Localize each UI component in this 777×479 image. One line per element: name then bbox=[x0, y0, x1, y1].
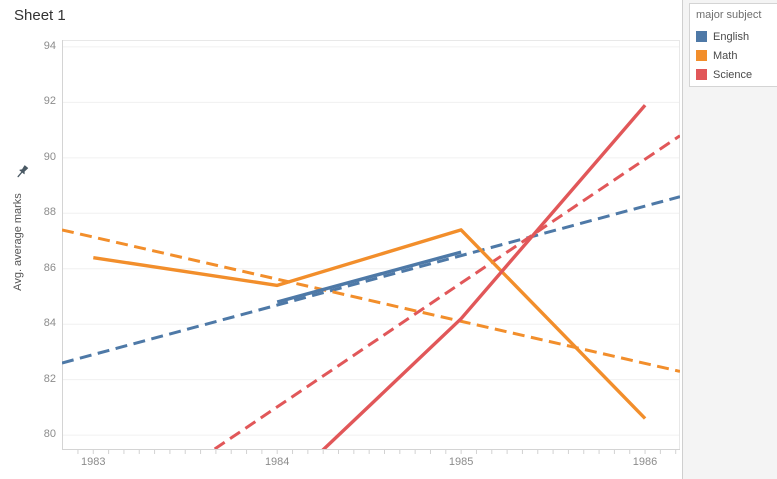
series-line-english[interactable] bbox=[276, 250, 462, 304]
legend-item-science[interactable]: Science bbox=[696, 65, 777, 84]
y-tick-label: 90 bbox=[43, 150, 56, 163]
legend-item-label: Math bbox=[713, 49, 738, 62]
series-line-math[interactable] bbox=[93, 228, 647, 420]
legend-color-chip bbox=[696, 69, 707, 80]
legend-color-chip bbox=[696, 50, 707, 61]
x-tick-label: 1984 bbox=[264, 456, 290, 468]
legend-card: major subject English Math Science bbox=[689, 3, 777, 87]
x-tick-label: 1983 bbox=[81, 456, 106, 468]
sheet-title: Sheet 1 bbox=[14, 7, 66, 24]
y-tick-label: 82 bbox=[43, 372, 56, 385]
x-tick-label: 1985 bbox=[448, 456, 474, 468]
legend-title: major subject bbox=[696, 9, 762, 21]
y-tick-label: 84 bbox=[43, 317, 56, 330]
y-tick-label: 86 bbox=[43, 261, 56, 274]
series-line-english-trend[interactable] bbox=[62, 195, 680, 365]
y-tick-label: 92 bbox=[43, 95, 56, 108]
series-line-science-trend[interactable] bbox=[213, 134, 680, 449]
series-line-science[interactable] bbox=[277, 104, 647, 456]
y-tick-label: 88 bbox=[43, 206, 56, 219]
series-line-math-trend[interactable] bbox=[62, 228, 680, 373]
legend-color-chip bbox=[696, 31, 707, 42]
legend-panel: major subject English Math Science bbox=[682, 0, 777, 479]
x-tick-label: 1986 bbox=[632, 456, 658, 468]
legend-item-english[interactable]: English bbox=[696, 27, 777, 46]
legend-item-label: English bbox=[713, 30, 750, 43]
y-tick-label: 94 bbox=[43, 39, 56, 52]
legend-item-label: Science bbox=[713, 68, 753, 81]
legend-item-math[interactable]: Math bbox=[696, 46, 777, 65]
legend-items: English Math Science bbox=[696, 27, 777, 84]
chart-plot-area[interactable] bbox=[62, 40, 681, 456]
y-tick-label: 80 bbox=[43, 428, 56, 441]
pin-icon[interactable] bbox=[14, 164, 30, 180]
